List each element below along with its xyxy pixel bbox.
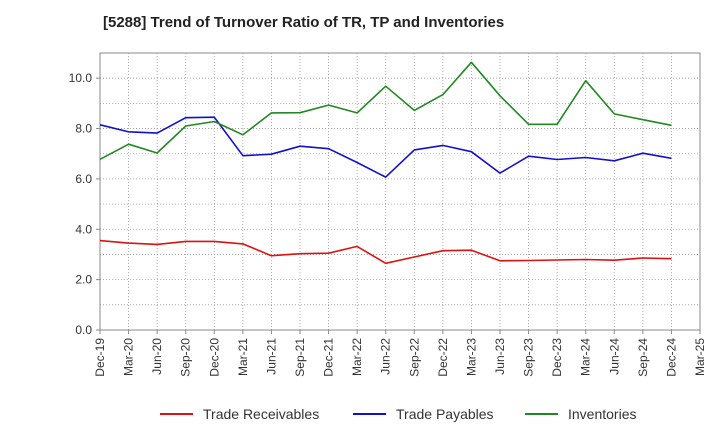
x-tick-label: Mar-25: [693, 338, 707, 376]
series-line-trade-receivables: [99, 239, 672, 265]
x-tick-label: Dec-24: [664, 338, 678, 377]
chart-title: [5288] Trend of Turnover Ratio of TR, TP…: [103, 14, 505, 31]
x-tick-label: Sep-21: [293, 338, 307, 377]
x-tick-label: Dec-19: [93, 338, 107, 377]
x-tick-label: Sep-22: [407, 338, 421, 377]
grid-lines: [100, 53, 700, 330]
x-tick-label: Sep-24: [636, 338, 650, 377]
x-tick-label: Mar-24: [579, 338, 593, 376]
x-tick-label: Dec-20: [207, 338, 221, 377]
x-tick-label: Sep-23: [522, 338, 536, 377]
x-tick-label: Dec-21: [322, 338, 336, 377]
y-axis: 0.0 2.0 4.0 6.0 8.0 10.0: [69, 71, 100, 337]
x-tick-label: Jun-20: [150, 338, 164, 375]
series-line-trade-payables: [99, 116, 672, 178]
legend: Trade Receivables Trade Payables Inventori…: [160, 406, 636, 422]
x-tick-label: Jun-22: [379, 338, 393, 375]
x-tick-label: Mar-23: [464, 338, 478, 376]
x-tick-label: Jun-21: [264, 338, 278, 375]
plot-frame: [99, 52, 701, 331]
legend-label-inventories: Inventories: [568, 406, 636, 422]
legend-label-trade-receivables: Trade Receivables: [203, 406, 319, 422]
y-tick-label: 10.0: [69, 71, 93, 85]
x-tick-label: Dec-22: [436, 338, 450, 377]
series-line-inventories: [99, 61, 672, 161]
x-tick-label: Mar-22: [350, 338, 364, 376]
series-lines: [99, 61, 672, 265]
y-tick-label: 2.0: [75, 273, 92, 287]
x-tick-label: Sep-20: [179, 338, 193, 377]
y-tick-label: 6.0: [75, 172, 92, 186]
y-tick-label: 8.0: [75, 122, 92, 136]
x-axis: Dec-19 Mar-20 Jun-20 Sep-20 Dec-20 Mar-21 Jun-…: [93, 330, 707, 377]
x-tick-label: Mar-21: [236, 338, 250, 376]
x-tick-label: Dec-23: [550, 338, 564, 377]
x-tick-label: Jun-23: [493, 338, 507, 375]
x-tick-label: Mar-20: [122, 338, 136, 376]
x-tick-label: Jun-24: [607, 338, 621, 375]
legend-label-trade-payables: Trade Payables: [396, 406, 494, 422]
y-tick-label: 0.0: [75, 323, 92, 337]
y-tick-label: 4.0: [75, 222, 92, 236]
